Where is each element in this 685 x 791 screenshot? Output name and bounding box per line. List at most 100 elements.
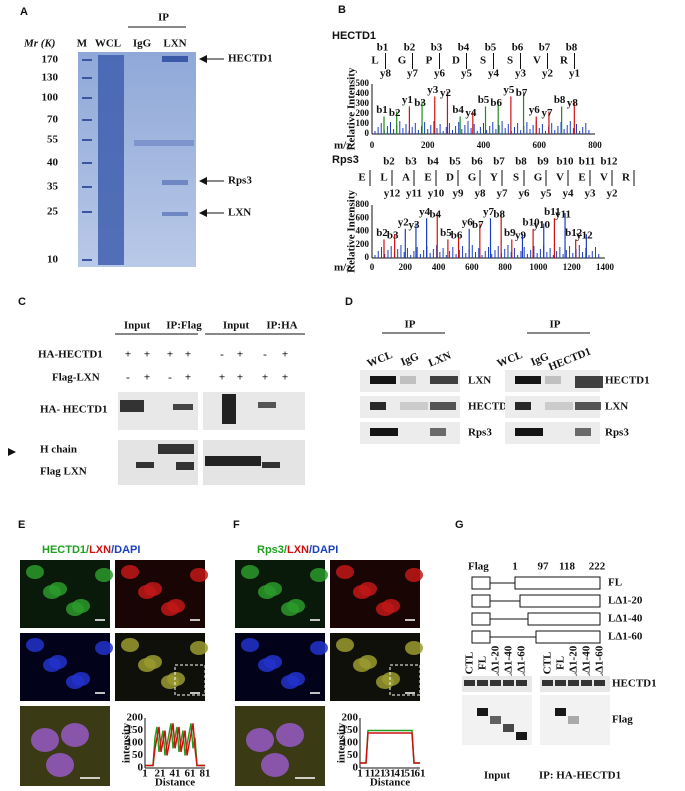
label: S — [513, 172, 519, 184]
cell — [336, 638, 354, 652]
label: IP — [158, 12, 169, 24]
label: 0 — [370, 140, 375, 150]
label: G — [398, 55, 407, 67]
label: LΔ1-20 — [568, 645, 580, 680]
cell — [336, 565, 354, 579]
label: y2 — [607, 188, 619, 200]
band — [568, 680, 579, 686]
band — [575, 402, 601, 410]
label: L — [371, 55, 378, 67]
label: S — [480, 55, 486, 67]
label: CTL — [464, 652, 476, 675]
label: b7 — [516, 87, 528, 99]
label: 41 — [395, 768, 406, 780]
label: 800 — [356, 199, 370, 209]
blot — [505, 422, 600, 444]
label: 0 — [365, 128, 370, 138]
label: b2 — [404, 42, 416, 54]
cell — [66, 675, 84, 689]
gel — [78, 52, 196, 267]
label: 1 — [357, 768, 363, 780]
label: 25 — [47, 206, 59, 218]
label: G — [534, 172, 543, 184]
blot — [360, 396, 460, 418]
band — [555, 708, 566, 716]
label: 50 — [132, 749, 144, 761]
band — [555, 680, 566, 686]
label: 400 — [356, 226, 370, 236]
label: Rps3 — [228, 175, 252, 187]
tag-box — [471, 612, 491, 626]
label: y11 — [406, 188, 422, 200]
label: y2 — [542, 68, 554, 80]
panel-title: HECTD1/LXN/DAPI — [42, 544, 140, 556]
label: intensity — [336, 722, 348, 763]
label: b11 — [579, 156, 596, 168]
label: 200 — [356, 108, 370, 118]
label: 200 — [342, 712, 359, 724]
label: y2 — [398, 216, 410, 228]
label: b4 — [427, 156, 439, 168]
label: LXN — [163, 38, 186, 50]
label: b8 — [566, 42, 578, 54]
label: + — [144, 372, 150, 384]
label: LXN — [427, 350, 453, 370]
band — [176, 462, 194, 470]
label: y2 — [440, 87, 452, 99]
label: 61 — [415, 768, 426, 780]
label: b4 — [429, 208, 441, 220]
label: b3 — [431, 42, 443, 54]
label: Input — [223, 320, 250, 332]
panel-label: E — [18, 519, 25, 531]
panel-title: Rps3/LXN/DAPI — [257, 544, 338, 556]
band — [134, 140, 194, 146]
label: 400 — [356, 88, 370, 98]
band — [430, 402, 456, 410]
label: 100 — [42, 92, 59, 104]
band — [370, 402, 386, 410]
label: M — [77, 38, 88, 50]
label: 500 — [356, 78, 370, 88]
label: V — [600, 172, 608, 184]
label: 1 — [142, 768, 148, 780]
label: + — [144, 349, 150, 361]
nucleus — [46, 753, 74, 777]
blot — [360, 370, 460, 392]
label: IP — [405, 319, 416, 331]
label: HECTD1 — [468, 401, 513, 413]
label: LΔ1-40 — [608, 613, 643, 625]
label: b2 — [376, 227, 388, 239]
label: Rps3 — [605, 427, 629, 439]
label: FL — [477, 656, 489, 670]
label: 100 — [342, 737, 359, 749]
label: LΔ1-60 — [608, 631, 643, 643]
nucleus — [261, 753, 289, 777]
label: + — [262, 372, 268, 384]
cell — [26, 565, 44, 579]
label: IP:Flag — [166, 320, 202, 332]
cell — [43, 658, 61, 672]
marker-band — [82, 97, 92, 99]
label: Relative Intensity — [346, 190, 358, 273]
lane — [98, 55, 124, 265]
label: Flag — [468, 561, 489, 573]
panel-label: B — [338, 4, 346, 16]
profile — [145, 723, 205, 767]
label: R — [560, 55, 569, 67]
label: 200 — [356, 239, 370, 249]
band — [515, 428, 543, 436]
label: R — [622, 172, 631, 184]
label: 800 — [588, 140, 602, 150]
title-part: Rps3/ — [257, 544, 287, 556]
label: + — [185, 372, 191, 384]
label: WCL — [495, 349, 524, 370]
construct-box — [519, 594, 601, 608]
label: y3 — [408, 219, 420, 231]
band — [370, 376, 396, 384]
label: 35 — [47, 181, 59, 193]
label: LΔ1-40 — [581, 645, 593, 680]
label: 0 — [138, 762, 144, 774]
label: 81 — [200, 768, 211, 780]
band — [581, 680, 592, 686]
construct-box — [535, 630, 601, 644]
